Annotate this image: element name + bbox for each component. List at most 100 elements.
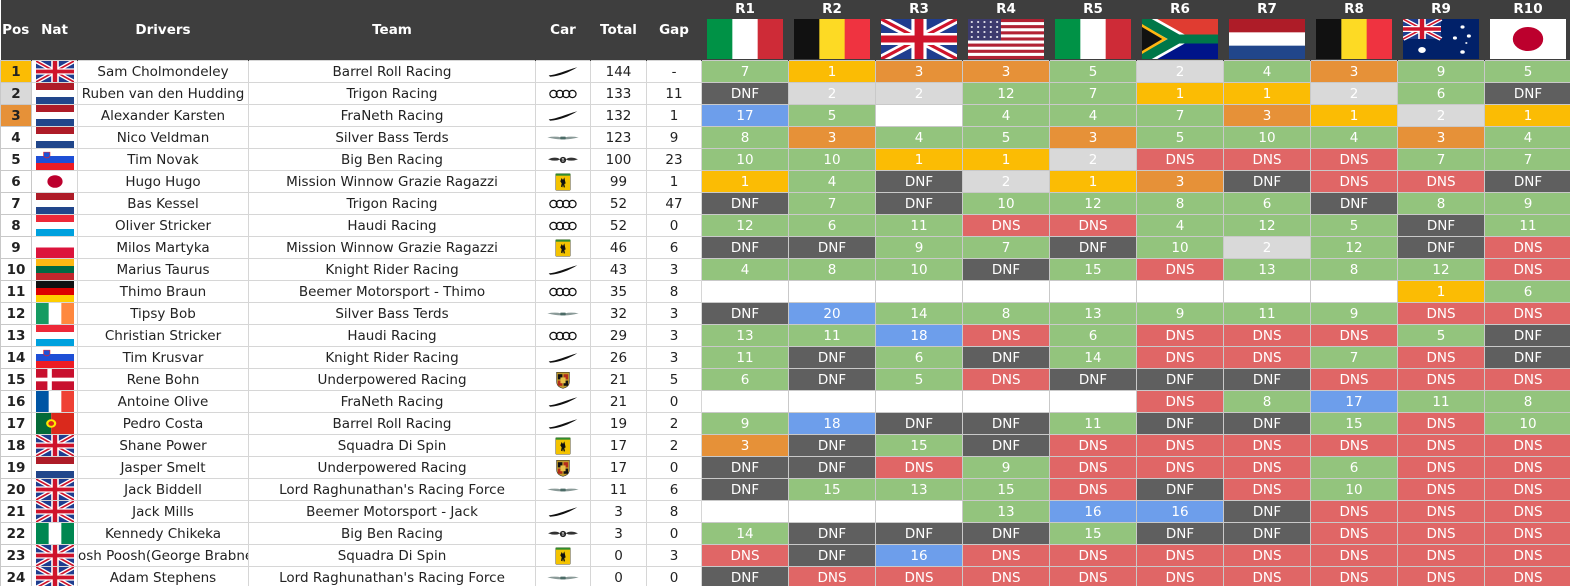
nationality-cell[interactable] (31, 346, 78, 369)
car-cell[interactable] (535, 478, 591, 501)
race-result-cell[interactable]: DNS (962, 368, 1050, 391)
race-result-cell[interactable]: 2 (788, 82, 876, 105)
race-result-cell[interactable]: 8 (1397, 192, 1485, 215)
total-points-cell[interactable]: 99 (590, 170, 647, 193)
gap-cell[interactable]: 6 (646, 236, 702, 259)
race-result-cell[interactable]: DNF (701, 566, 789, 586)
total-points-cell[interactable]: 17 (590, 456, 647, 479)
total-points-cell[interactable]: 3 (590, 522, 647, 545)
race-result-cell[interactable]: DNF (1223, 368, 1311, 391)
race-result-cell[interactable]: DNF (788, 434, 876, 457)
race-result-cell[interactable]: 13 (1049, 302, 1137, 325)
race-result-cell[interactable]: 11 (1223, 302, 1311, 325)
race-result-cell[interactable] (701, 280, 789, 303)
race-result-cell[interactable]: 7 (1136, 104, 1224, 127)
race-result-cell[interactable]: 7 (1397, 148, 1485, 171)
gap-cell[interactable]: 3 (646, 258, 702, 281)
race-result-cell[interactable]: DNF (875, 192, 963, 215)
race-result-cell[interactable]: 1 (1223, 82, 1311, 105)
race-result-cell[interactable]: 4 (1310, 126, 1398, 149)
team-name-cell[interactable]: Mission Winnow Grazie Ragazzi (248, 170, 536, 193)
total-points-cell[interactable]: 11 (590, 478, 647, 501)
race-result-cell[interactable]: 3 (1223, 104, 1311, 127)
race-result-cell[interactable]: DNS (1484, 434, 1570, 457)
race-result-cell[interactable]: 16 (1136, 500, 1224, 523)
race-result-cell[interactable]: DNF (1136, 368, 1224, 391)
gap-cell[interactable]: 5 (646, 368, 702, 391)
race-result-cell[interactable] (1223, 280, 1311, 303)
nationality-cell[interactable] (31, 126, 78, 149)
col-header-car[interactable]: Car (535, 0, 591, 61)
race-result-cell[interactable]: 6 (701, 368, 789, 391)
total-points-cell[interactable]: 52 (590, 192, 647, 215)
car-cell[interactable] (535, 104, 591, 127)
team-name-cell[interactable]: FraNeth Racing (248, 390, 536, 413)
race-result-cell[interactable]: 9 (1484, 192, 1570, 215)
table-row[interactable]: 23 osh Poosh(George Brabne Squadra Di Spin… (0, 544, 1570, 567)
race-result-cell[interactable]: DNF (962, 434, 1050, 457)
race-result-cell[interactable]: DNS (1136, 544, 1224, 567)
race-result-cell[interactable]: 3 (788, 126, 876, 149)
race-result-cell[interactable]: DNS (1310, 148, 1398, 171)
total-points-cell[interactable]: 3 (590, 500, 647, 523)
team-name-cell[interactable]: Big Ben Racing (248, 522, 536, 545)
total-points-cell[interactable]: 26 (590, 346, 647, 369)
nationality-cell[interactable] (31, 566, 78, 586)
col-header-race-3[interactable]: R3 (875, 0, 963, 61)
driver-name-cell[interactable]: Pedro Costa (77, 412, 249, 435)
col-header-race-4[interactable]: R4 (962, 0, 1050, 61)
col-header-race-2[interactable]: R2 (788, 0, 876, 61)
race-result-cell[interactable]: 7 (1049, 82, 1137, 105)
race-result-cell[interactable]: 12 (1049, 192, 1137, 215)
race-result-cell[interactable]: 5 (1484, 60, 1570, 83)
driver-name-cell[interactable]: Hugo Hugo (77, 170, 249, 193)
driver-name-cell[interactable]: Christian Stricker (77, 324, 249, 347)
race-result-cell[interactable]: DNF (1049, 368, 1137, 391)
table-row[interactable]: 16 Antoine Olive FraNeth Racing 21 0 DNS 8 17 11… (0, 390, 1570, 413)
driver-name-cell[interactable]: Bas Kessel (77, 192, 249, 215)
race-result-cell[interactable]: 8 (1310, 258, 1398, 281)
team-name-cell[interactable]: Knight Rider Racing (248, 346, 536, 369)
team-name-cell[interactable]: Squadra Di Spin (248, 544, 536, 567)
gap-cell[interactable]: 8 (646, 280, 702, 303)
gap-cell[interactable]: 3 (646, 346, 702, 369)
race-result-cell[interactable]: DNS (1049, 478, 1137, 501)
race-result-cell[interactable]: DNS (1310, 324, 1398, 347)
nationality-cell[interactable] (31, 170, 78, 193)
driver-name-cell[interactable]: Jasper Smelt (77, 456, 249, 479)
race-result-cell[interactable]: DNS (962, 214, 1050, 237)
position-cell[interactable]: 5 (0, 148, 32, 171)
table-row[interactable]: 13 Christian Stricker Haudi Racing 29 3 13 11 1… (0, 324, 1570, 347)
race-result-cell[interactable]: 6 (1049, 324, 1137, 347)
race-result-cell[interactable]: DNF (788, 522, 876, 545)
total-points-cell[interactable]: 0 (590, 566, 647, 586)
position-cell[interactable]: 21 (0, 500, 32, 523)
race-result-cell[interactable]: 5 (1049, 60, 1137, 83)
race-result-cell[interactable]: 2 (1397, 104, 1485, 127)
team-name-cell[interactable]: Squadra Di Spin (248, 434, 536, 457)
race-result-cell[interactable] (1310, 280, 1398, 303)
race-result-cell[interactable]: DNS (1397, 522, 1485, 545)
race-result-cell[interactable]: 4 (875, 126, 963, 149)
race-result-cell[interactable]: DNF (875, 170, 963, 193)
race-result-cell[interactable]: 8 (1484, 390, 1570, 413)
race-result-cell[interactable]: DNS (1223, 148, 1311, 171)
team-name-cell[interactable]: Lord Raghunathan's Racing Force (248, 566, 536, 586)
race-result-cell[interactable]: DNS (1484, 500, 1570, 523)
position-cell[interactable]: 13 (0, 324, 32, 347)
table-row[interactable]: 3 Alexander Karsten FraNeth Racing 132 1 17 5 4… (0, 104, 1570, 127)
race-result-cell[interactable]: 3 (1136, 170, 1224, 193)
race-result-cell[interactable]: 4 (1223, 60, 1311, 83)
race-result-cell[interactable]: DNS (1136, 346, 1224, 369)
race-result-cell[interactable]: 4 (962, 104, 1050, 127)
gap-cell[interactable]: 8 (646, 500, 702, 523)
car-cell[interactable] (535, 324, 591, 347)
race-result-cell[interactable]: DNS (1310, 522, 1398, 545)
race-result-cell[interactable]: DNF (962, 522, 1050, 545)
team-name-cell[interactable]: Barrel Roll Racing (248, 60, 536, 83)
race-result-cell[interactable]: DNS (1136, 258, 1224, 281)
position-cell[interactable]: 15 (0, 368, 32, 391)
col-header-race-6[interactable]: R6 (1136, 0, 1224, 61)
col-header-race-1[interactable]: R1 (701, 0, 789, 61)
race-result-cell[interactable]: DNF (1484, 170, 1570, 193)
